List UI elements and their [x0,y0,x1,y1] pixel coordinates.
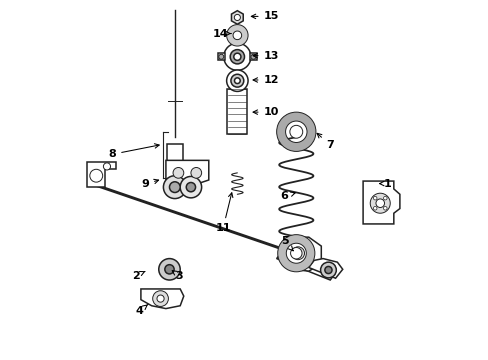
Circle shape [163,176,186,199]
Circle shape [320,262,336,278]
Text: 3: 3 [172,271,183,281]
Text: 10: 10 [253,107,279,117]
Circle shape [383,197,386,200]
Text: 13: 13 [253,51,279,61]
Circle shape [224,43,250,70]
Text: 7: 7 [316,133,333,150]
Text: 8: 8 [108,144,159,159]
Circle shape [295,250,300,256]
Circle shape [159,258,180,280]
Circle shape [103,163,110,170]
Circle shape [373,207,376,210]
Text: 12: 12 [253,75,279,85]
Wedge shape [226,24,247,46]
Text: 2: 2 [131,271,144,281]
Circle shape [152,291,168,306]
Text: 5: 5 [280,237,293,251]
Circle shape [369,193,389,213]
Polygon shape [363,181,399,224]
Circle shape [233,53,241,60]
Bar [227,89,247,134]
Circle shape [180,176,201,198]
Circle shape [375,199,384,207]
Wedge shape [276,112,315,152]
Polygon shape [283,237,321,271]
Circle shape [234,78,240,84]
Circle shape [373,197,376,200]
Text: 1: 1 [379,179,390,189]
Circle shape [230,74,244,87]
Circle shape [234,14,240,21]
Circle shape [186,183,195,192]
Circle shape [169,182,180,193]
Circle shape [90,169,102,182]
Circle shape [290,248,302,259]
Text: 11: 11 [215,193,232,233]
Polygon shape [308,258,342,278]
Circle shape [324,266,331,274]
Text: 9: 9 [141,179,158,189]
Polygon shape [141,289,183,309]
Circle shape [190,167,201,178]
Wedge shape [277,235,314,272]
Text: 14: 14 [212,28,230,39]
Polygon shape [249,53,257,60]
Circle shape [164,265,174,274]
Polygon shape [231,11,243,24]
Circle shape [383,207,386,210]
Polygon shape [276,251,335,280]
Text: 6: 6 [280,191,295,201]
Text: 15: 15 [251,12,279,21]
Circle shape [218,54,224,59]
Bar [166,144,183,178]
Circle shape [291,247,304,260]
Circle shape [173,167,183,178]
Polygon shape [217,53,224,60]
Polygon shape [165,160,208,187]
Circle shape [250,54,255,59]
Circle shape [226,70,247,91]
Circle shape [289,125,302,138]
Circle shape [230,50,244,64]
Polygon shape [87,162,116,187]
Circle shape [157,295,164,302]
Text: 4: 4 [135,304,148,316]
